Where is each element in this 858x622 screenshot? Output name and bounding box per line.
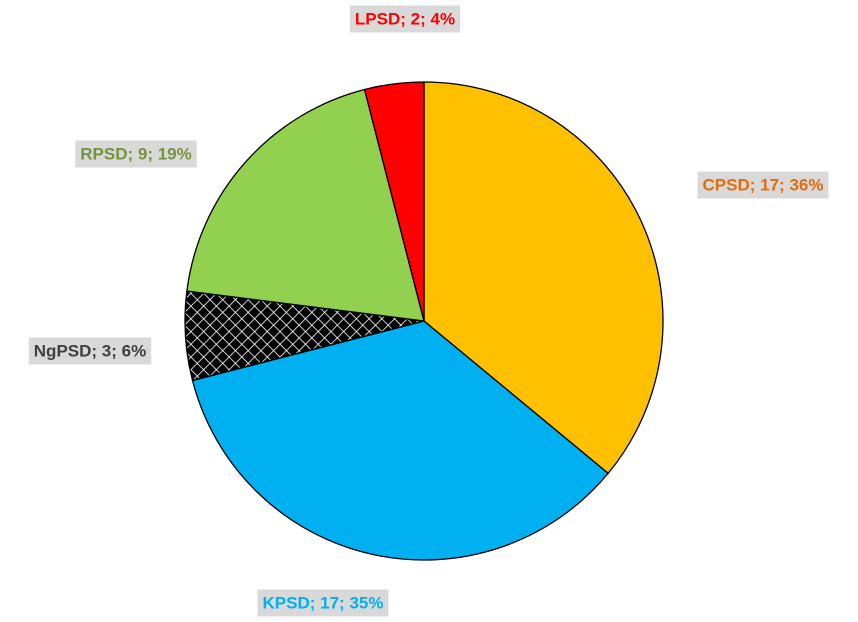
data-label: KPSD; 17; 35%	[257, 589, 389, 617]
label-text: RPSD; 9; 19%	[80, 144, 191, 163]
pie-slice	[423, 81, 664, 475]
pie-slice	[186, 88, 425, 322]
label-background	[28, 337, 152, 365]
data-label: NgPSD; 3; 6%	[28, 337, 152, 365]
label-text: CPSD; 17; 36%	[703, 175, 824, 194]
pie-slice	[191, 320, 610, 561]
label-text: KPSD; 17; 35%	[263, 593, 384, 612]
label-background	[257, 589, 389, 617]
pie-slice	[363, 81, 425, 322]
label-background	[697, 171, 829, 199]
data-label: CPSD; 17; 36%	[697, 171, 829, 199]
data-label: RPSD; 9; 19%	[75, 140, 197, 168]
label-background	[75, 140, 197, 168]
label-text: LPSD; 2; 4%	[355, 9, 455, 28]
data-label: LPSD; 2; 4%	[349, 5, 461, 33]
label-text: NgPSD; 3; 6%	[34, 341, 146, 360]
label-background	[349, 5, 461, 33]
